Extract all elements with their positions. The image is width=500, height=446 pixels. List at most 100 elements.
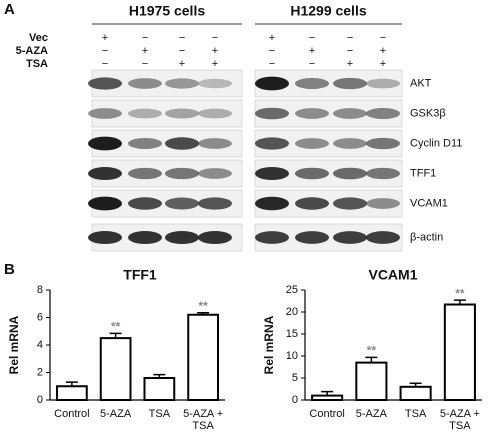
- y-tick-label: 20: [286, 306, 298, 318]
- blot-band: [366, 198, 400, 209]
- y-tick-label: 0: [292, 394, 298, 406]
- blot-band: [366, 137, 400, 150]
- blot-band: [88, 166, 122, 181]
- protein-label: VCAM1: [410, 197, 448, 209]
- treatment-sign: −: [309, 58, 315, 70]
- blot-band: [165, 137, 199, 150]
- blot-band: [198, 138, 232, 149]
- blot-band: [88, 230, 122, 245]
- x-tick-label: Control: [54, 408, 90, 420]
- blot-band: [198, 230, 232, 245]
- x-tick-label: TSA: [148, 408, 171, 420]
- chart-title: TFF1: [123, 267, 157, 283]
- y-tick-label: 15: [286, 328, 298, 340]
- y-tick-label: 0: [37, 394, 43, 406]
- error-bar: [321, 390, 334, 396]
- treatment-sign: −: [142, 32, 148, 44]
- x-tick-label: 5-AZA + TSA: [439, 408, 480, 432]
- blot-band: [295, 78, 329, 89]
- x-tick-label: 5-AZA: [100, 408, 132, 420]
- blot-band: [333, 231, 367, 244]
- bar: [399, 385, 432, 401]
- blot-band: [128, 138, 162, 149]
- treatment-sign: +: [380, 45, 386, 57]
- blot-band: [88, 136, 122, 151]
- treatment-sign: +: [179, 58, 185, 70]
- bar: [443, 303, 476, 401]
- treatment-sign: +: [212, 58, 218, 70]
- blot-band: [255, 231, 289, 244]
- treatment-sign: +: [142, 45, 148, 57]
- protein-label: β-actin: [410, 231, 443, 243]
- significance-mark: **: [198, 299, 208, 313]
- error-bar: [153, 373, 166, 378]
- blot-band: [165, 167, 199, 180]
- treatment-sign: −: [212, 32, 218, 44]
- significance-mark: **: [367, 343, 377, 357]
- panel-label: B: [4, 261, 15, 278]
- y-tick-label: 5: [292, 372, 298, 384]
- error-bar: [365, 356, 378, 363]
- treatment-sign: −: [142, 58, 148, 70]
- blot-band: [333, 108, 367, 119]
- x-tick-label: TSA: [404, 408, 427, 420]
- treatment-label: Vec: [29, 32, 48, 44]
- blot-band: [366, 108, 400, 119]
- treatment-sign: −: [269, 45, 275, 57]
- y-tick-label: 6: [37, 311, 43, 323]
- blot-band: [255, 137, 289, 150]
- blot-band: [333, 77, 367, 90]
- blot-band: [255, 166, 289, 181]
- chart-title: VCAM1: [368, 267, 417, 283]
- y-axis-label: Rel mRNA: [7, 315, 21, 374]
- blot-band: [128, 230, 162, 245]
- error-bar: [65, 381, 78, 387]
- bar: [187, 313, 219, 401]
- blot-band: [255, 76, 289, 91]
- treatment-sign: −: [102, 45, 108, 57]
- treatment-sign: −: [102, 58, 108, 70]
- significance-mark: **: [111, 319, 121, 333]
- x-tick-label: 5-AZA + TSA: [183, 408, 224, 432]
- blot-band: [165, 78, 199, 89]
- y-tick-label: 25: [286, 284, 298, 296]
- blot-band: [295, 138, 329, 149]
- error-bar: [197, 311, 210, 315]
- y-tick-label: 8: [37, 284, 43, 296]
- treatment-sign: −: [380, 32, 386, 44]
- blot-band: [333, 138, 367, 149]
- blot-band: [295, 108, 329, 119]
- x-tick-label: Control: [309, 408, 345, 420]
- treatment-sign: +: [309, 45, 315, 57]
- protein-label: GSK3β: [410, 107, 446, 119]
- blot-band: [255, 196, 289, 211]
- blot-band: [198, 197, 232, 210]
- blot-band: [333, 197, 367, 210]
- blot-band: [88, 196, 122, 211]
- blot-box: [91, 99, 243, 128]
- panel-label: A: [4, 1, 15, 18]
- bar: [143, 377, 176, 401]
- blot-band: [88, 108, 122, 119]
- treatment-sign: −: [179, 32, 185, 44]
- blot-band: [198, 78, 232, 89]
- blot-band: [88, 77, 122, 90]
- y-tick-label: 4: [37, 339, 43, 351]
- y-tick-label: 10: [286, 350, 298, 362]
- bar: [311, 394, 344, 402]
- protein-label: AKT: [410, 77, 432, 89]
- blot-band: [198, 168, 232, 179]
- blot-band: [128, 78, 162, 89]
- blot-band: [165, 108, 199, 119]
- blot-band: [295, 231, 329, 244]
- protein-label: TFF1: [410, 167, 436, 179]
- treatment-sign: −: [347, 45, 353, 57]
- treatment-sign: +: [212, 45, 218, 57]
- protein-label: Cyclin D11: [410, 137, 462, 149]
- treatment-label: 5-AZA: [16, 45, 48, 57]
- error-bar: [453, 299, 466, 305]
- treatment-sign: +: [380, 58, 386, 70]
- treatment-sign: +: [347, 58, 353, 70]
